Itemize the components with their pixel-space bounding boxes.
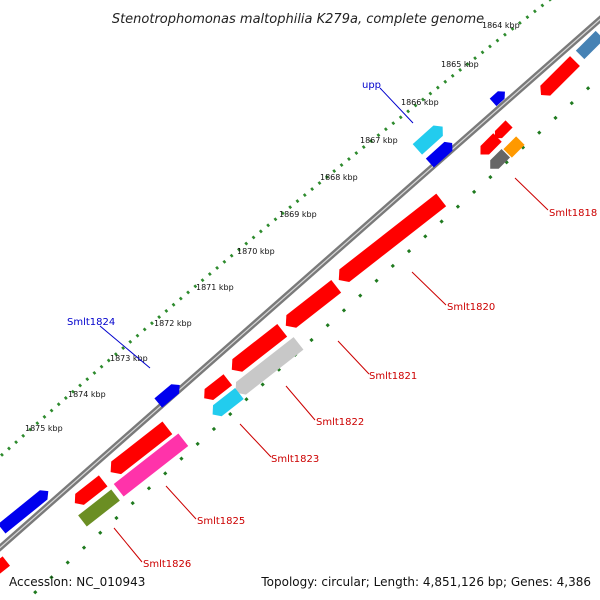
smlt1818-leader-line (514, 177, 549, 211)
gene-forward-1867[interactable] (425, 139, 456, 168)
genome-backbone-highlight (0, 18, 600, 549)
accession-text: Accession: NC_010943 (9, 575, 145, 589)
label-smlt1825[interactable]: Smlt1825 (197, 516, 245, 527)
gene-reverse-1866a[interactable] (491, 120, 513, 141)
smlt1826-leader-line (113, 527, 143, 563)
gene-smlt1821[interactable] (281, 279, 342, 332)
label-smlt1826[interactable]: Smlt1826 (143, 559, 191, 570)
smlt1820-leader-line (411, 271, 447, 306)
gene-smlt1826[interactable] (78, 489, 120, 527)
label-smlt1821[interactable]: Smlt1821 (369, 371, 417, 382)
gene-smlt1822[interactable] (231, 337, 304, 399)
gene-forward-1865[interactable] (489, 88, 509, 107)
gene-steel-1864[interactable] (575, 30, 600, 60)
smlt1825-leader-line (165, 485, 197, 520)
gene-smlt1818[interactable] (486, 148, 511, 173)
tick-label: 1875 kbp (25, 424, 63, 433)
gene-forward-1876[interactable] (0, 486, 52, 534)
upp-leader-line (379, 87, 414, 124)
tick-label: 1866 kbp (401, 98, 439, 107)
smlt1823-leader-line (239, 423, 272, 458)
tick-label: 1868 kbp (320, 173, 358, 182)
map-title: Stenotrophomonas maltophilia K279a, comp… (112, 12, 484, 27)
label-smlt1822[interactable]: Smlt1822 (316, 417, 364, 428)
gene-smlt1823[interactable] (208, 388, 244, 420)
gene-upp[interactable] (412, 121, 448, 155)
tick-label: 1872 kbp (154, 319, 192, 328)
gene-reverse-1865[interactable] (536, 56, 580, 100)
tick-label: 1867 kbp (360, 136, 398, 145)
forward-strand-track (0, 0, 552, 459)
gene-smlt1824[interactable] (154, 380, 183, 408)
tick-label: 1871 kbp (196, 283, 234, 292)
gene-reverse-1877[interactable] (0, 556, 10, 576)
label-smlt1823[interactable]: Smlt1823 (271, 454, 319, 465)
gene-smlt1820[interactable] (334, 193, 447, 287)
label-smlt1824[interactable]: Smlt1824 (67, 317, 115, 328)
label-upp[interactable]: upp (362, 80, 381, 91)
tick-label: 1874 kbp (68, 390, 106, 399)
gene-reverse-1872[interactable] (227, 323, 288, 376)
gene-orange-1866[interactable] (503, 136, 525, 158)
tick-label: 1869 kbp (279, 210, 317, 219)
topology-text: Topology: circular; Length: 4,851,126 bp… (260, 575, 591, 589)
label-smlt1818[interactable]: Smlt1818 (549, 208, 597, 219)
gene-reverse-1873[interactable] (200, 374, 233, 404)
smlt1822-leader-line (285, 385, 316, 421)
label-smlt1820[interactable]: Smlt1820 (447, 302, 495, 313)
gene-reverse-1876[interactable] (71, 475, 108, 508)
reverse-strand-track (24, 75, 600, 600)
smlt1821-leader-line (337, 340, 370, 375)
tick-label: 1865 kbp (441, 60, 479, 69)
tick-label: 1864 kbp (482, 21, 520, 30)
smlt1824-leader-line (99, 325, 151, 369)
gene-reverse-1875[interactable] (106, 421, 173, 479)
tick-label: 1873 kbp (110, 354, 148, 363)
tick-label: 1870 kbp (237, 247, 275, 256)
gene-reverse-1866b[interactable] (476, 133, 502, 158)
gene-smlt1825[interactable] (113, 433, 189, 497)
